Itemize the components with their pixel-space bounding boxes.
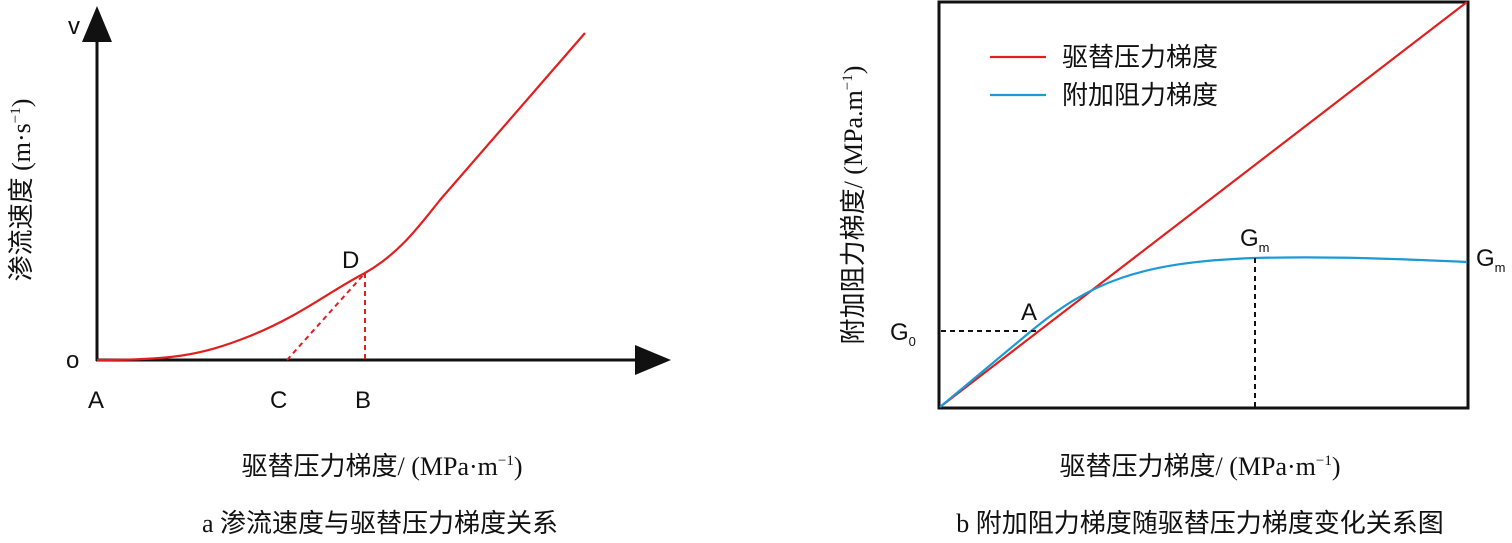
x-label-end: ) [1332, 452, 1341, 481]
y-label: 渗流速度 (m·s−1) [7, 99, 36, 282]
label-gm: Gm [1476, 245, 1506, 275]
label-d: D [342, 247, 359, 274]
legend-label: 附加阻力梯度 [1062, 81, 1218, 110]
caption: b 附加阻力梯度随驱替压力梯度变化关系图 [956, 509, 1444, 538]
plot-frame [937, 0, 1470, 410]
y-label-end: ) [7, 99, 36, 108]
label-v: v [68, 13, 80, 40]
x-label: 驱替压力梯度/ (MPa·m−1) [1059, 452, 1340, 481]
tangent [286, 272, 366, 361]
label-g0: G0 [890, 319, 916, 349]
panel-a: v o A C B D 渗流速度 (m·s−1) 驱替压力梯度/ (MPa·m−… [7, 6, 671, 538]
x-label-end: ) [514, 452, 523, 481]
curve [96, 32, 586, 362]
panel-b: 驱替压力梯度 附加阻力梯度 A G0 Gm Gm 附加阻力梯度/ (MPa.m−… [839, 0, 1506, 538]
gm-main: G [1240, 225, 1259, 252]
label-o: o [66, 347, 79, 374]
red-line [939, 1, 1468, 408]
label-b: B [355, 387, 371, 414]
caption: a 渗流速度与驱替压力梯度关系 [202, 509, 558, 538]
label-a: A [88, 387, 104, 414]
x-label-main: 驱替压力梯度/ (MPa·m [241, 452, 497, 481]
blue-curve [939, 256, 1468, 408]
legend-label: 驱替压力梯度 [1062, 43, 1218, 72]
label-c: C [270, 387, 287, 414]
x-label-main: 驱替压力梯度/ (MPa·m [1059, 452, 1315, 481]
label-a: A [1021, 299, 1037, 326]
y-label-main: 渗流速度 (m·s [7, 123, 36, 281]
y-label-end: ) [839, 66, 868, 75]
g0-sub: 0 [909, 334, 916, 349]
gm-sub: m [1495, 260, 1506, 275]
y-label-sup: −1 [8, 107, 24, 123]
x-label-sup: −1 [1316, 453, 1332, 469]
gm-sub: m [1259, 240, 1270, 255]
x-label-sup: −1 [498, 453, 514, 469]
y-label-main: 附加阻力梯度/ (MPa.m [839, 90, 868, 344]
x-label: 驱替压力梯度/ (MPa·m−1) [241, 452, 522, 481]
label-gm: Gm [1240, 225, 1270, 255]
y-label: 附加阻力梯度/ (MPa.m−1) [839, 66, 868, 345]
gm-main: G [1476, 245, 1495, 272]
g0-main: G [890, 319, 909, 346]
y-label-sup: −1 [840, 74, 856, 90]
